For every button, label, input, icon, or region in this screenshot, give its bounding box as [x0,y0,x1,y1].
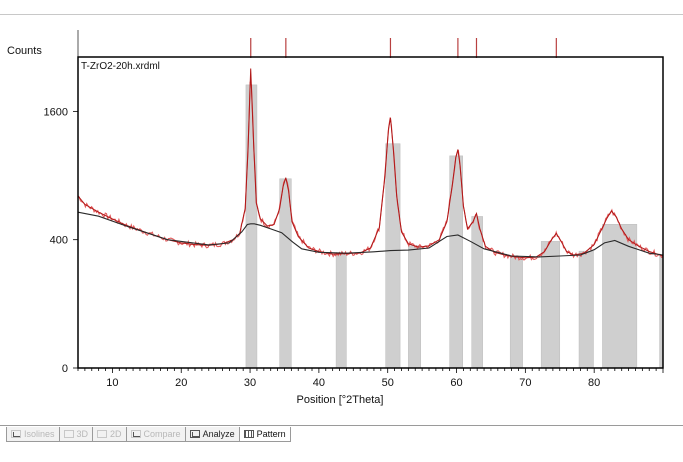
y-tick-label: 400 [50,235,68,247]
3d-view-icon [63,429,74,438]
x-tick-label: 10 [106,377,118,389]
plot-frame [77,56,664,369]
background-fit-line [77,211,664,258]
tab-label: 2D [110,428,122,439]
pattern-icon [243,429,254,438]
tab-analyze[interactable]: Analyze [184,426,240,442]
observed-pattern-line [77,81,663,261]
tab-2d[interactable]: 2D [92,426,127,442]
x-axis-label: Position [°2Theta] [297,394,384,406]
tab-bar-separator [0,425,683,426]
background-region [385,143,401,369]
x-tick-label: 60 [450,377,462,389]
tab-compare[interactable]: Compare [125,426,186,442]
tab-label: Analyze [202,428,235,439]
x-tick-label: 40 [313,377,325,389]
background-region [540,241,561,369]
tab-label: 3D [76,428,89,439]
xrd-pattern-chart[interactable]: Counts T-ZrO2-20h.xrdml 10 20 30 40 50 60 70 80… [0,0,683,426]
tab-label: Pattern [256,428,286,439]
tab-3d[interactable]: 3D [58,426,94,442]
y-axis-label: Counts [7,45,42,57]
background-regions [245,84,664,369]
calculated-pattern-line [77,68,664,259]
pattern-series [77,68,664,261]
background-region [245,84,258,369]
x-axis: 10 20 30 40 50 60 70 80 [77,368,664,389]
x-tick-label: 70 [519,377,531,389]
tab-pattern[interactable]: Pattern [238,426,291,442]
x-tick-label: 20 [175,377,187,389]
tab-label: Compare [143,428,181,439]
y-tick-label: 0 [62,363,68,375]
x-tick-label: 30 [244,377,256,389]
background-region [509,256,523,369]
peak-marker-strip [77,30,557,58]
background-region [335,253,347,369]
x-tick-label: 80 [588,377,600,389]
background-region [408,245,421,369]
toolbar-separator [0,14,683,15]
compare-icon [130,429,141,438]
background-region [578,250,594,369]
background-region [279,178,292,369]
tab-isolines[interactable]: Isolines [6,426,60,442]
2d-view-icon [97,429,108,438]
background-region [602,224,638,369]
y-tick-label: 1600 [44,106,68,118]
analyze-graph-icon [189,429,200,438]
view-tab-bar: Isolines 3D 2D Compare Analyze Pattern [6,426,291,442]
tab-label: Isolines [24,428,55,439]
background-region [471,216,483,369]
isolines-icon [11,429,21,438]
y-axis: 0 400 1600 [44,106,78,375]
scan-name-label: T-ZrO2-20h.xrdml [81,61,160,72]
x-tick-label: 50 [382,377,394,389]
